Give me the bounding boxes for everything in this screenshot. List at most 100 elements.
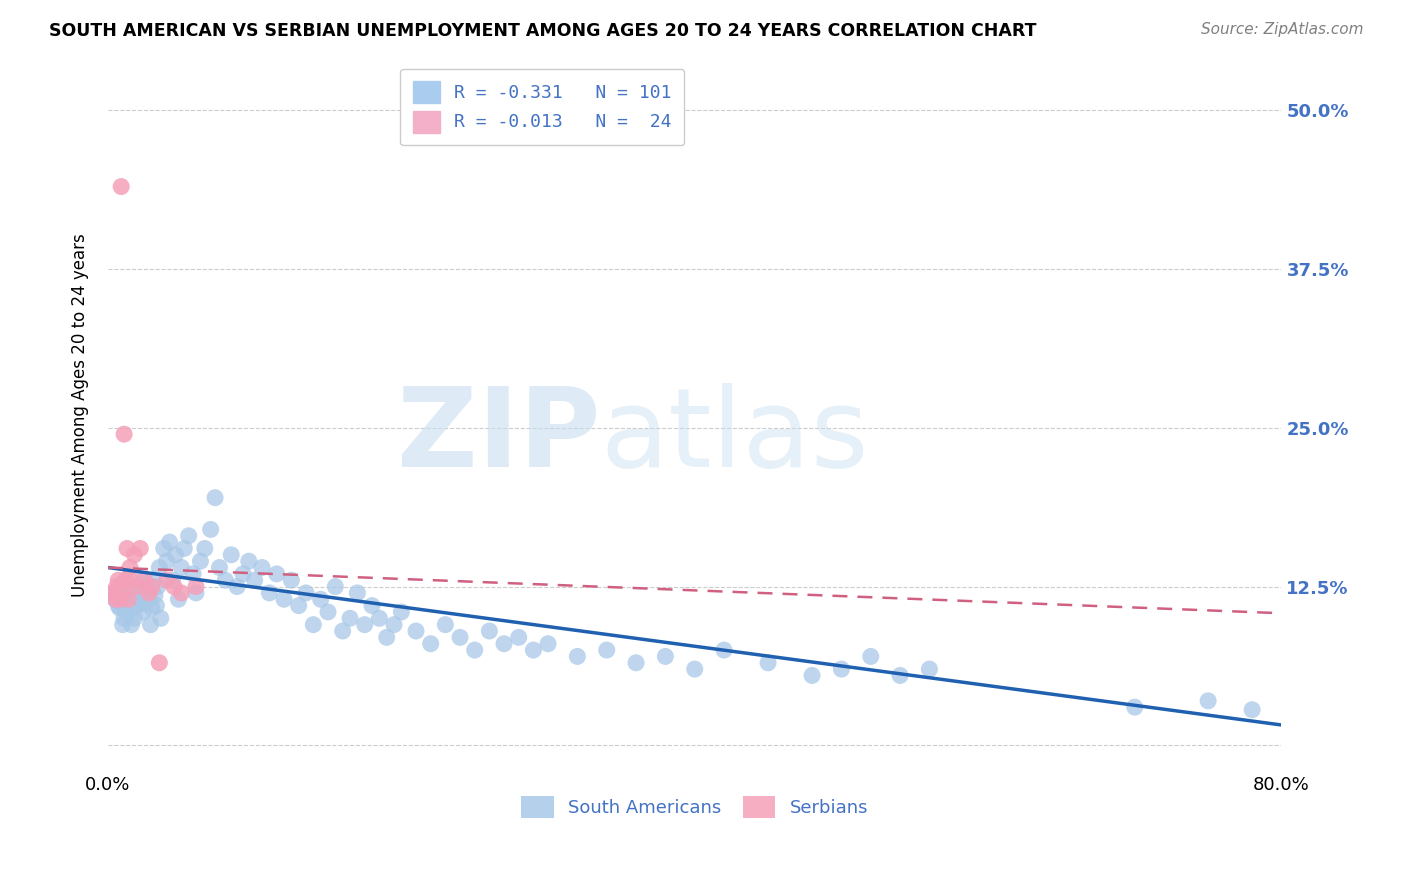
Point	[120, 617, 142, 632]
Point	[101, 586, 124, 600]
Point	[131, 573, 153, 587]
Point	[419, 637, 441, 651]
Point	[111, 617, 134, 632]
Point	[118, 586, 141, 600]
Point	[259, 586, 281, 600]
Point	[117, 592, 139, 607]
Point	[194, 541, 217, 556]
Point	[110, 596, 132, 610]
Y-axis label: Unemployment Among Ages 20 to 24 years: Unemployment Among Ages 20 to 24 years	[72, 234, 89, 597]
Point	[114, 573, 136, 587]
Point	[295, 586, 318, 600]
Point	[1241, 703, 1264, 717]
Point	[170, 586, 193, 600]
Text: SOUTH AMERICAN VS SERBIAN UNEMPLOYMENT AMONG AGES 20 TO 24 YEARS CORRELATION CHA: SOUTH AMERICAN VS SERBIAN UNEMPLOYMENT A…	[49, 22, 1036, 40]
Point	[115, 605, 138, 619]
Point	[204, 491, 226, 505]
Point	[280, 573, 302, 587]
Point	[122, 601, 145, 615]
Point	[167, 592, 190, 607]
Point	[596, 643, 619, 657]
Point	[118, 560, 141, 574]
Point	[156, 554, 179, 568]
Point	[464, 643, 486, 657]
Legend: South Americans, Serbians: South Americans, Serbians	[513, 789, 876, 826]
Point	[1123, 700, 1146, 714]
Point	[177, 529, 200, 543]
Point	[117, 592, 139, 607]
Text: ZIP: ZIP	[398, 383, 600, 490]
Point	[143, 589, 166, 603]
Point	[918, 662, 941, 676]
Point	[127, 599, 149, 613]
Point	[200, 523, 222, 537]
Point	[124, 548, 146, 562]
Point	[232, 566, 254, 581]
Point	[125, 589, 148, 603]
Point	[101, 586, 124, 600]
Point	[434, 617, 457, 632]
Point	[184, 586, 207, 600]
Point	[181, 566, 204, 581]
Text: atlas: atlas	[600, 383, 869, 490]
Point	[889, 668, 911, 682]
Point	[405, 624, 427, 638]
Point	[654, 649, 676, 664]
Point	[830, 662, 852, 676]
Point	[163, 580, 186, 594]
Point	[478, 624, 501, 638]
Point	[162, 573, 184, 587]
Point	[135, 589, 157, 603]
Point	[346, 586, 368, 600]
Point	[184, 580, 207, 594]
Point	[145, 599, 167, 613]
Point	[159, 535, 181, 549]
Point	[219, 548, 242, 562]
Point	[273, 592, 295, 607]
Point	[104, 592, 127, 607]
Point	[111, 580, 134, 594]
Point	[111, 586, 134, 600]
Point	[302, 617, 325, 632]
Text: Source: ZipAtlas.com: Source: ZipAtlas.com	[1201, 22, 1364, 37]
Point	[713, 643, 735, 657]
Point	[139, 617, 162, 632]
Point	[112, 611, 135, 625]
Point	[287, 599, 309, 613]
Point	[165, 548, 187, 562]
Point	[115, 541, 138, 556]
Point	[107, 573, 129, 587]
Point	[389, 605, 412, 619]
Point	[801, 668, 824, 682]
Point	[375, 631, 398, 645]
Point	[108, 592, 131, 607]
Point	[138, 586, 160, 600]
Point	[141, 601, 163, 615]
Point	[624, 656, 647, 670]
Point	[449, 631, 471, 645]
Point	[266, 566, 288, 581]
Point	[104, 592, 127, 607]
Point	[190, 554, 212, 568]
Point	[149, 611, 172, 625]
Point	[309, 592, 332, 607]
Point	[146, 580, 169, 594]
Point	[353, 617, 375, 632]
Point	[683, 662, 706, 676]
Point	[170, 560, 193, 574]
Point	[110, 179, 132, 194]
Point	[361, 599, 384, 613]
Point	[567, 649, 589, 664]
Point	[332, 624, 354, 638]
Point	[243, 573, 266, 587]
Point	[208, 560, 231, 574]
Point	[339, 611, 361, 625]
Point	[492, 637, 515, 651]
Point	[134, 596, 156, 610]
Point	[756, 656, 779, 670]
Point	[108, 601, 131, 615]
Point	[138, 592, 160, 607]
Point	[156, 573, 179, 587]
Point	[129, 541, 152, 556]
Point	[105, 589, 128, 603]
